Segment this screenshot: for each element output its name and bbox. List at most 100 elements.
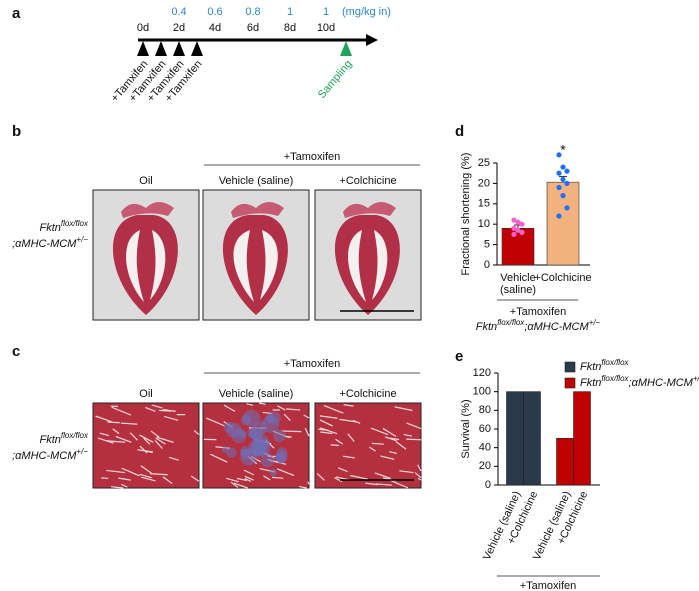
fiber-gap [107,421,120,424]
sampling-marker [340,41,352,56]
fiber-gap [263,475,271,481]
panel-label: b [12,123,21,140]
legend-label: Fktnflox/flox [580,358,630,373]
fiber-gap [190,475,200,482]
fiber-gap [319,427,338,435]
x-axis-label: +Tamoxifen [520,580,577,591]
fiber-gap [303,414,310,419]
fiber-gap [276,468,295,477]
fiber-gap [343,404,354,407]
day-label: 10d [317,22,335,34]
fiber-gap [371,442,384,445]
fiber-gap [105,440,126,443]
fiber-gap [334,477,343,483]
bar [556,438,574,486]
fiber-gap [283,413,291,421]
bar [573,391,591,486]
fiber-gap [339,418,357,423]
fiber-gap [95,415,112,423]
fiber-gap [112,428,120,435]
fiber-gap [352,419,361,424]
fibrosis [242,409,260,427]
atria [121,202,174,218]
fiber-gap [319,419,333,427]
fibrosis [226,447,237,458]
fiber-gap [164,415,179,421]
fiber-gap [154,440,163,449]
fibrosis [276,453,287,464]
y-tick-label: 100 [473,386,491,398]
panel-label: e [455,348,463,365]
fiber-gap [156,436,174,443]
bar [506,391,524,486]
injection-marker [155,41,167,56]
fiber-gap [129,432,138,441]
fiber-gap [111,486,124,489]
dose-label: 1 [323,6,329,18]
injection-marker [191,41,203,56]
fiber-gap [99,432,110,437]
fiber-gap [140,465,152,474]
fiber-gap [145,406,156,412]
fiber-gap [350,474,368,480]
data-point [560,193,566,199]
micrograph [92,189,200,321]
fibrosis [247,427,258,438]
y-tick-label: 40 [479,442,491,454]
fiber-gap [406,422,422,430]
fiber-gap [376,483,392,486]
day-label: 2d [173,22,185,34]
fiber-gap [115,435,132,443]
significance: * [560,142,566,158]
fibrosis [269,468,278,477]
fiber-gap [386,437,400,441]
heart-lumen [126,230,144,302]
dose-label: 0.4 [171,6,186,18]
heart-lumen [372,230,388,300]
panel-label: d [455,123,464,140]
fiber-gap [316,473,325,481]
atria [343,202,396,218]
fiber-gap [120,422,138,425]
fiber-gap [137,449,153,453]
y-tick-label: 15 [478,198,490,210]
fibrosis [260,453,275,468]
genotype-label: Fktnflox/flox [39,219,89,234]
heart-tissue [334,215,400,315]
fiber-gap [193,430,200,436]
day-label: 8d [284,22,296,34]
fiber-gap [323,404,344,414]
group-label: +Colchicine [339,175,396,187]
day-label: 6d [247,22,259,34]
fiber-gap [101,477,109,480]
micrograph [202,189,310,321]
fiber-gap [150,430,160,438]
group-label: Oil [139,175,152,187]
data-point [515,219,521,225]
fibrosis [221,446,229,454]
atria [231,202,284,218]
fiber-gap [399,470,414,474]
fiber-gap [304,427,310,437]
fiber-gap [335,438,344,445]
y-tick-label: 10 [478,218,490,230]
fiber-gap [406,438,422,441]
fiber-gap [380,455,395,460]
fiber-gap [347,433,355,442]
fiber-gap [106,469,125,474]
fiber-gap [139,434,154,443]
y-tick-label: 20 [478,177,490,189]
fiber-gap [370,427,389,436]
fiber-gap [151,404,163,409]
data-point [556,152,562,158]
dose-label: 0.8 [245,6,260,18]
group-label: +Colchicine [339,388,396,400]
fiber-gap [121,467,140,477]
fibrosis [265,413,275,424]
fiber-gap [369,446,376,452]
fiber-gap [210,453,228,463]
sampling-label: Sampling [316,58,355,101]
data-point [564,168,570,174]
fiber-gap [414,472,422,479]
image-frame [92,402,200,489]
